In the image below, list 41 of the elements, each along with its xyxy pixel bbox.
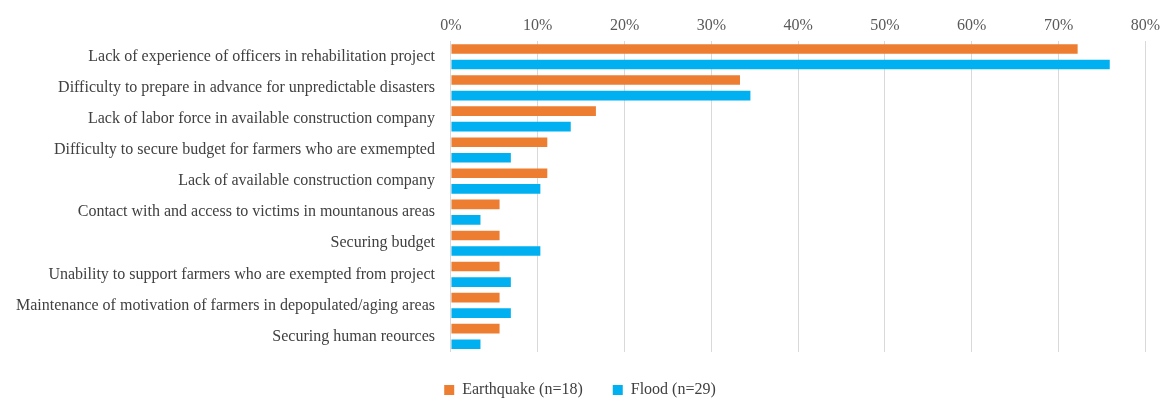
bar <box>451 261 500 272</box>
bar <box>451 121 571 132</box>
bar <box>451 184 541 194</box>
x-tick-label: 50% <box>870 15 900 33</box>
bar <box>451 277 511 287</box>
legend-label: Flood (n=29) <box>630 380 716 399</box>
x-tick-label: 30% <box>696 15 727 33</box>
x-tick-label: 10% <box>523 15 553 33</box>
y-tick-label: Maintenance of motivation of farmers in depopulated/aging areas <box>15 295 435 314</box>
x-tick-label: 60% <box>957 15 987 33</box>
y-tick-label: Contact with and access to victims in mountanous areas <box>77 202 435 220</box>
bar <box>451 230 500 241</box>
y-tick-label: Difficulty to prepare in advance for unpredictable disasters <box>58 78 435 97</box>
x-tick-label: 40% <box>783 15 813 33</box>
bar <box>451 152 511 163</box>
bar <box>451 246 541 256</box>
y-tick-label: Lack of available construction company <box>178 171 435 190</box>
x-tick-label: 80% <box>1130 15 1160 33</box>
bar <box>451 323 500 334</box>
bar <box>451 59 1110 70</box>
bar <box>451 168 548 179</box>
y-tick-label: Securing budget <box>330 233 436 252</box>
y-tick-label: Lack of labor force in available construction company <box>87 109 435 128</box>
bar <box>451 90 751 101</box>
bar <box>451 339 481 350</box>
bar <box>451 292 500 303</box>
bar <box>451 199 500 210</box>
y-tick-label: Difficulty to secure budget for farmers who are exmempted <box>54 140 435 159</box>
bar <box>451 106 596 116</box>
bar <box>451 44 1078 54</box>
legend-label: Earthquake (n=18) <box>462 380 583 399</box>
y-tick-label: Lack of experience of officers in rehabilitation project <box>88 46 436 65</box>
x-tick-label: 20% <box>609 15 640 33</box>
y-tick-label: Unability to support farmers who are exempted from project <box>48 264 436 283</box>
bar <box>451 308 511 318</box>
x-tick-label: 70% <box>1043 15 1074 33</box>
bar <box>451 215 481 225</box>
bar <box>451 137 548 148</box>
bar <box>451 75 740 85</box>
y-tick-label: Securing human reources <box>272 326 435 345</box>
x-tick-label: 0% <box>440 15 462 33</box>
